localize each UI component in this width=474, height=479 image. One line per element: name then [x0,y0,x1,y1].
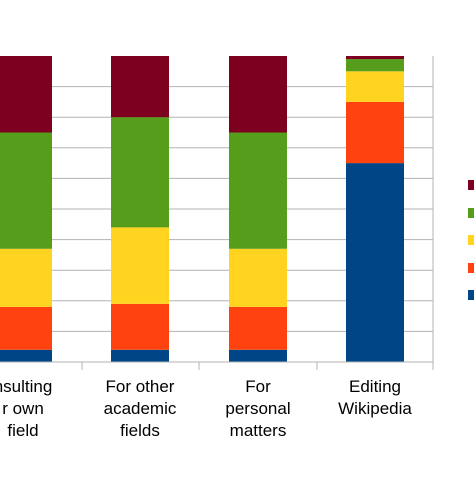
category-label-line: personal [225,399,290,418]
category-label: Editing Wikipedia [338,377,412,418]
bar-segment [111,227,169,304]
category-label-line: academic [104,399,177,418]
category-labels: nsulting r own field For other academic field… [0,377,412,440]
bar-segment [346,56,404,60]
legend-swatch [468,180,474,190]
legend-swatch [468,290,474,300]
bar-segment [0,248,52,307]
category-label-line: field [7,421,38,440]
bar-segment [346,59,404,72]
x-axis [0,361,434,370]
category-label: nsulting r own field [0,377,52,440]
category-label-line: fields [120,421,160,440]
bar-segment [229,306,287,350]
bars [0,56,404,362]
category-label-line: nsulting [0,377,52,396]
bar-segment [0,132,52,249]
legend [468,180,474,300]
bar-segment [229,56,287,133]
category-label: For other academic fields [104,377,177,440]
category-label: For personal matters [225,377,290,440]
bar-segment [346,71,404,102]
legend-swatch [468,263,474,273]
bar-segment [0,56,52,133]
bar-segment [346,163,404,362]
category-label-line: Editing [349,377,401,396]
category-label-line: r own [2,399,44,418]
category-label-line: For other [106,377,175,396]
bar-segment [111,349,169,362]
bar-segment [0,349,52,362]
bar-segment [111,56,169,118]
legend-swatch [468,235,474,245]
category-label-line: Wikipedia [338,399,412,418]
bar-segment [346,101,404,164]
bar-segment [111,117,169,228]
bar-segment [229,132,287,249]
category-label-line: matters [230,421,287,440]
bar-segment [111,303,169,350]
category-label-line: For [245,377,271,396]
bar-segment [0,306,52,350]
bar-segment [229,349,287,362]
legend-swatch [468,208,474,218]
bar-segment [229,248,287,307]
